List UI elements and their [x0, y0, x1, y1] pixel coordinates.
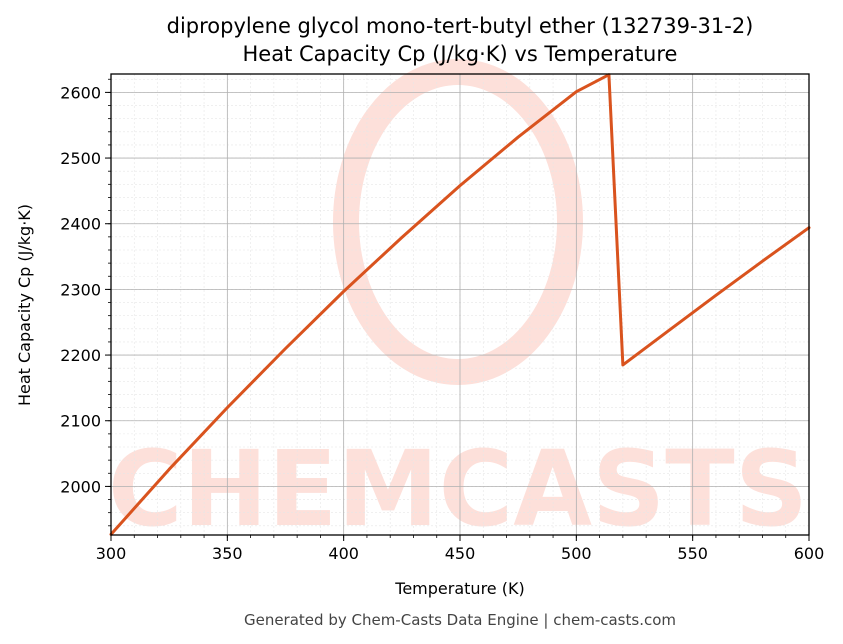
y-tick-label: 2300: [60, 280, 101, 299]
watermark: CHEMCASTS: [108, 59, 808, 550]
x-tick-label: 350: [212, 544, 243, 563]
y-axis-label: Heat Capacity Cp (J/kg·K): [15, 204, 34, 406]
footer-text: Generated by Chem-Casts Data Engine | ch…: [244, 611, 676, 629]
y-tick-label: 2600: [60, 83, 101, 102]
chart-subtitle: Heat Capacity Cp (J/kg·K) vs Temperature: [243, 42, 678, 66]
y-tick-label: 2200: [60, 346, 101, 365]
tick-labels: 300 350 400 450 500 550 600 2000 2100 2200 2300 240…: [60, 83, 824, 563]
x-tick-label: 450: [445, 544, 476, 563]
chart-title: dipropylene glycol mono-tert-butyl ether…: [167, 14, 754, 38]
x-tick-label: 500: [561, 544, 592, 563]
ticks: [105, 78, 810, 541]
x-tick-label: 600: [794, 544, 825, 563]
x-tick-label: 300: [96, 544, 127, 563]
series-layer: [109, 73, 811, 536]
series-line: [109, 73, 811, 536]
x-axis-label: Temperature (K): [394, 579, 524, 598]
x-tick-label: 400: [328, 544, 359, 563]
y-tick-label: 2400: [60, 215, 101, 234]
y-tick-label: 2000: [60, 477, 101, 496]
y-tick-label: 2500: [60, 149, 101, 168]
y-tick-label: 2100: [60, 412, 101, 431]
watermark-logo-ring: [333, 59, 583, 385]
grid-major: [110, 74, 810, 535]
watermark-text: CHEMCASTS: [108, 428, 808, 550]
x-tick-label: 550: [677, 544, 708, 563]
